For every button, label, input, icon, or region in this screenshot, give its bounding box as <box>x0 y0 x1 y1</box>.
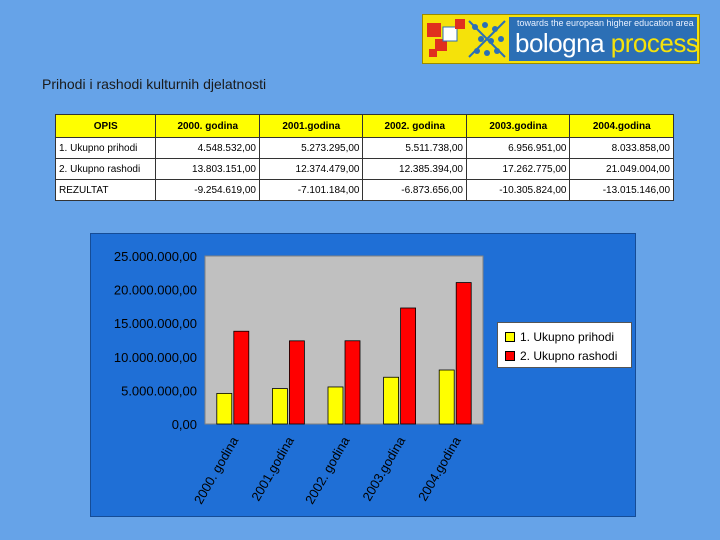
table-header-row: OPIS 2000. godina 2001.godina 2002. godi… <box>54 114 674 138</box>
y-tick-label: 15.000.000,00 <box>114 316 197 331</box>
plot-area <box>204 255 484 425</box>
bar-rashodi <box>233 330 250 425</box>
logo-word-process: process <box>610 28 699 58</box>
x-tick-label: 2002. godina <box>302 433 353 506</box>
table-cell: 4.548.532,00 <box>155 137 260 159</box>
table-cell: 1. Ukupno prihodi <box>54 137 157 159</box>
table-header-cell: OPIS <box>54 114 157 138</box>
logo-mark-icon <box>427 19 506 58</box>
table-cell: 13.803.151,00 <box>155 158 260 180</box>
bar-rashodi <box>288 340 305 425</box>
bar-chart: 0,00 5.000.000,00 10.000.000,00 15.000.000,… <box>90 233 636 517</box>
bar-prihodi <box>383 376 400 425</box>
table-header-cell: 2003.godina <box>465 114 571 138</box>
table-cell: 8.033.858,00 <box>569 137 674 159</box>
table-row: 1. Ukupno prihodi 4.548.532,00 5.273.295… <box>54 137 674 159</box>
table-header-cell: 2002. godina <box>362 114 467 138</box>
logo-wordmark: bologna process <box>515 28 699 59</box>
page-title: Prihodi i rashodi kulturnih djelatnosti <box>42 76 267 92</box>
x-tick-label: 2001.godina <box>248 433 297 503</box>
chart-legend: 1. Ukupno prihodi 2. Ukupno rashodi <box>497 322 632 368</box>
table-cell: 12.374.479,00 <box>258 158 364 180</box>
table-cell: 21.049.004,00 <box>569 158 674 180</box>
table-header-cell: 2000. godina <box>155 114 260 138</box>
chart-canvas: 0,00 5.000.000,00 10.000.000,00 15.000.000,… <box>114 249 484 507</box>
logo-tagline: towards the european higher education ar… <box>517 18 694 28</box>
table-cell: -10.305.824,00 <box>465 179 571 201</box>
legend-label: 2. Ukupno rashodi <box>520 349 618 363</box>
legend-item: 1. Ukupno prihodi <box>505 329 614 345</box>
table-cell: 2. Ukupno rashodi <box>54 158 157 180</box>
legend-swatch-icon <box>505 331 515 342</box>
bar-prihodi <box>216 393 233 425</box>
y-tick-label: 5.000.000,00 <box>121 383 197 398</box>
table-cell: -9.254.619,00 <box>155 179 260 201</box>
income-expense-table: OPIS 2000. godina 2001.godina 2002. godi… <box>54 114 674 201</box>
x-tick-label: 2003.godina <box>359 433 408 503</box>
table-cell: -13.015.146,00 <box>569 179 674 201</box>
bar-prihodi <box>438 369 455 425</box>
legend-swatch-icon <box>505 350 515 361</box>
table-header-cell: 2001.godina <box>258 114 364 138</box>
legend-label: 1. Ukupno prihodi <box>520 330 615 344</box>
x-tick-label: 2004.godina <box>415 433 464 503</box>
bar-prihodi <box>271 388 288 425</box>
bar-prihodi <box>327 386 344 425</box>
y-tick-label: 0,00 <box>172 417 197 432</box>
bar-rashodi <box>455 282 472 425</box>
table-cell: 5.511.738,00 <box>362 137 467 159</box>
table-cell: -7.101.184,00 <box>258 179 364 201</box>
legend-item: 2. Ukupno rashodi <box>505 348 617 364</box>
table-cell: 17.262.775,00 <box>465 158 571 180</box>
logo-word-bologna: bologna <box>515 28 605 58</box>
x-tick-label: 2000. godina <box>191 433 242 506</box>
table-cell: -6.873.656,00 <box>362 179 467 201</box>
logo-wordmark-panel <box>509 17 697 61</box>
table-row: 2. Ukupno rashodi 13.803.151,00 12.374.4… <box>54 158 674 180</box>
table-cell: 12.385.394,00 <box>362 158 467 180</box>
table-cell: REZULTAT <box>54 179 157 201</box>
y-tick-label: 10.000.000,00 <box>114 350 197 365</box>
table-cell: 5.273.295,00 <box>258 137 364 159</box>
bologna-process-logo: towards the european higher education ar… <box>422 14 700 64</box>
table-header-cell: 2004.godina <box>569 114 674 138</box>
bar-rashodi <box>344 340 361 425</box>
bar-rashodi <box>400 307 417 425</box>
table-cell: 6.956.951,00 <box>465 137 571 159</box>
table-row: REZULTAT -9.254.619,00 -7.101.184,00 -6.… <box>54 179 674 201</box>
y-tick-label: 25.000.000,00 <box>114 249 197 264</box>
y-tick-label: 20.000.000,00 <box>114 283 197 298</box>
